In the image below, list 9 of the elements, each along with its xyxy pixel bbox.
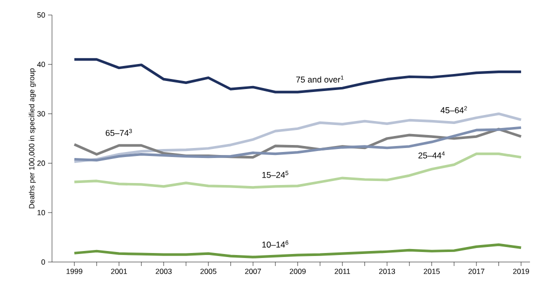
series-label: 15–24$^{5}$ xyxy=(262,170,288,178)
line-series xyxy=(73,112,522,164)
line-series xyxy=(73,58,522,94)
series-label: 25–44$^{4}$ xyxy=(418,151,445,158)
series-label: 10–14$^{6}$ xyxy=(262,240,288,248)
series-label: 75 and over$^{1}$ xyxy=(296,76,344,83)
series-label: 65–74$^{3}$ xyxy=(106,128,132,136)
series-label: 45–64$^{2}$ xyxy=(440,106,467,114)
line-series xyxy=(73,152,522,189)
